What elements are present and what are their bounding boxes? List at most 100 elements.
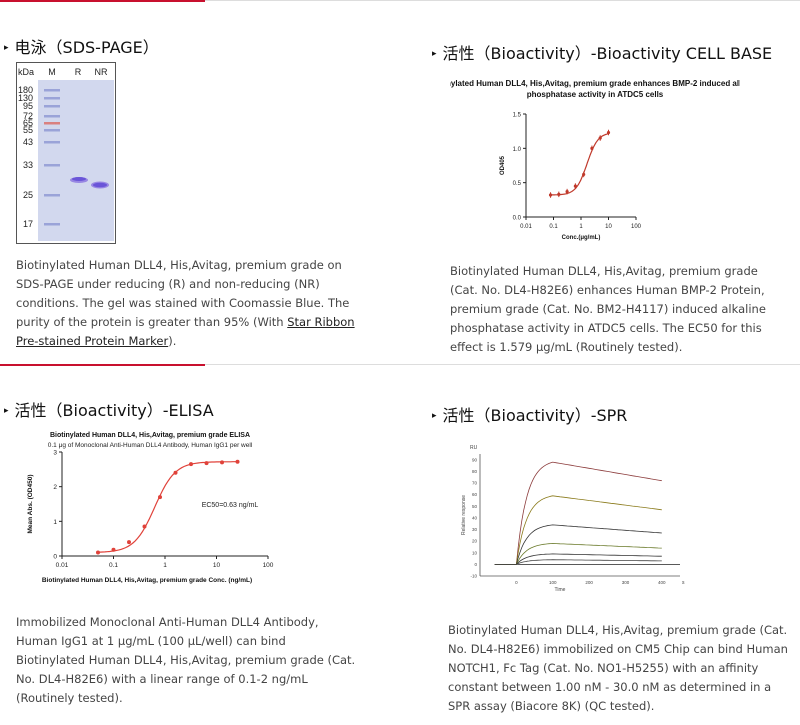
fit-curve bbox=[97, 461, 238, 553]
spr-title: 活性（Bioactivity）-SPR bbox=[442, 406, 628, 425]
data-point bbox=[204, 461, 209, 466]
spr-series-line bbox=[494, 543, 662, 565]
gel-ladder-band bbox=[44, 164, 60, 167]
y-tick-label: -10 bbox=[470, 574, 477, 579]
gel-marker-label: 130 bbox=[18, 93, 33, 103]
bullet-triangle-icon: ▸ bbox=[4, 406, 9, 416]
x-tick-label: 300 bbox=[622, 580, 630, 585]
y-tick-label: 70 bbox=[472, 481, 478, 486]
data-point bbox=[598, 136, 602, 140]
elisa-description: Immobilized Monoclonal Anti-Human DLL4 A… bbox=[16, 615, 356, 705]
sds-page-description: Biotinylated Human DLL4, His,Avitag, pre… bbox=[16, 258, 355, 348]
gel-ladder-band bbox=[44, 115, 60, 118]
gel-marker-label: 180 bbox=[18, 85, 33, 95]
gel-ladder-band bbox=[44, 97, 60, 100]
cell-base-title: 活性（Bioactivity）-Bioactivity CELL BASE bbox=[442, 44, 773, 63]
gel-ladder-band bbox=[44, 129, 60, 132]
y-tick-label: 90 bbox=[472, 457, 478, 462]
gel-ladder-band bbox=[44, 122, 60, 125]
x-axis-label: Biotinylated Human DLL4, His,Avitag, pre… bbox=[42, 577, 252, 584]
spr-series-line bbox=[494, 495, 662, 565]
data-point bbox=[582, 172, 586, 177]
data-point bbox=[606, 130, 611, 135]
gel-ladder-band bbox=[44, 89, 60, 92]
spr-heading: ▸ 活性（Bioactivity）-SPR bbox=[432, 402, 627, 426]
data-point bbox=[189, 462, 194, 467]
data-point bbox=[573, 184, 577, 188]
x-tick-label: 10 bbox=[213, 562, 221, 569]
chart-subtitle: 0.1 μg of Monoclonal Anti-Human DLL4 Ant… bbox=[48, 442, 253, 449]
spr-series-line bbox=[494, 461, 662, 565]
x-tick-label: 0 bbox=[515, 580, 518, 585]
y-tick-label: 1.0 bbox=[513, 147, 522, 153]
chart-title-line2: phosphatase activity in ATDC5 cells bbox=[527, 90, 664, 99]
y-tick-label: 0.0 bbox=[513, 216, 522, 222]
spr-series-line bbox=[494, 524, 662, 565]
gel-marker-label: 43 bbox=[23, 137, 33, 147]
y-tick-label: 2 bbox=[53, 484, 57, 491]
gel-marker-label: 72 bbox=[23, 111, 33, 121]
data-point bbox=[158, 495, 163, 500]
bullet-triangle-icon: ▸ bbox=[432, 411, 437, 421]
spr-description: Biotinylated Human DLL4, His,Avitag, pre… bbox=[448, 623, 788, 713]
star-ribbon-marker-link[interactable]: Star Ribbon Pre-stained Protein Marker bbox=[16, 315, 355, 348]
sds-page-title: 电泳（SDS-PAGE） bbox=[14, 38, 159, 57]
y-tick-label: 0 bbox=[474, 562, 477, 567]
x-axis-label: Time bbox=[555, 587, 566, 593]
data-point bbox=[548, 193, 553, 197]
elisa-title: 活性（Bioactivity）-ELISA bbox=[14, 401, 214, 420]
y-tick-label: 0.5 bbox=[513, 181, 522, 187]
x-tick-label: 1 bbox=[163, 562, 167, 569]
data-point bbox=[95, 550, 100, 555]
y-tick-label: 10 bbox=[472, 550, 478, 555]
data-point bbox=[111, 547, 116, 552]
gel-ladder-band bbox=[44, 223, 60, 226]
gel-marker-label: 95 bbox=[23, 101, 33, 111]
y-tick-label: 40 bbox=[472, 515, 478, 520]
data-point bbox=[142, 524, 147, 529]
data-point bbox=[565, 189, 569, 194]
spr-series-line bbox=[494, 553, 662, 565]
gel-marker-label: 65 bbox=[23, 118, 33, 128]
chart-title: Biotinylated Human DLL4, His,Avitag, pre… bbox=[50, 432, 250, 439]
gel-lane-label: R bbox=[75, 67, 82, 77]
data-point bbox=[220, 460, 225, 465]
y-tick-label: 1.5 bbox=[513, 113, 522, 119]
top-divider bbox=[205, 0, 800, 1]
y-tick-label: 20 bbox=[472, 539, 478, 544]
data-point bbox=[590, 146, 594, 150]
x-tick-label: 0.01 bbox=[56, 562, 69, 569]
x-tick-label: 100 bbox=[549, 580, 557, 585]
chart-title-line1: Biotinylated Human DLL4, His,Avitag, pre… bbox=[450, 79, 740, 88]
gel-lane-label: kDa bbox=[18, 67, 34, 77]
y-tick-label: 50 bbox=[472, 504, 478, 509]
gel-lane-label: NR bbox=[95, 67, 108, 77]
x-tick-label: 0.1 bbox=[109, 562, 118, 569]
data-point bbox=[127, 540, 132, 545]
y-axis-label: Relative response bbox=[461, 495, 467, 535]
mid-accent-bar bbox=[0, 364, 205, 366]
mid-divider bbox=[205, 364, 800, 365]
x-axis-label: Conc.(μg/mL) bbox=[562, 235, 601, 241]
gel-ladder-band bbox=[44, 194, 60, 197]
cell-base-heading: ▸ 活性（Bioactivity）-Bioactivity CELL BASE bbox=[432, 40, 772, 64]
gel-marker-label: 33 bbox=[23, 160, 33, 170]
spr-sensorgram-chart: RU s -10 0 10 20 30 40 50 60 70 80 90 0 100 200 300 400 Ti… bbox=[461, 445, 685, 593]
x-tick-label: 200 bbox=[585, 580, 593, 585]
x-tick-label: 100 bbox=[263, 562, 274, 569]
cell-base-description: Biotinylated Human DLL4, His,Avitag, pre… bbox=[450, 264, 766, 354]
gel-ladder-band bbox=[44, 141, 60, 144]
gel-ladder-band bbox=[44, 105, 60, 108]
bullet-triangle-icon: ▸ bbox=[432, 49, 437, 59]
x-tick-label: 1 bbox=[579, 224, 583, 230]
x-unit-label: s bbox=[682, 580, 685, 586]
x-tick-label: 0.01 bbox=[520, 224, 532, 230]
x-tick-label: 0.1 bbox=[549, 224, 558, 230]
x-tick-label: 10 bbox=[605, 224, 612, 230]
sds-page-heading: ▸ 电泳（SDS-PAGE） bbox=[4, 34, 159, 58]
y-tick-label: 3 bbox=[53, 450, 57, 457]
gel-marker-label: 17 bbox=[23, 219, 33, 229]
y-tick-label: 30 bbox=[472, 527, 478, 532]
top-accent-bar bbox=[0, 0, 205, 2]
cell-bioactivity-chart: Biotinylated Human DLL4, His,Avitag, pre… bbox=[450, 79, 740, 241]
